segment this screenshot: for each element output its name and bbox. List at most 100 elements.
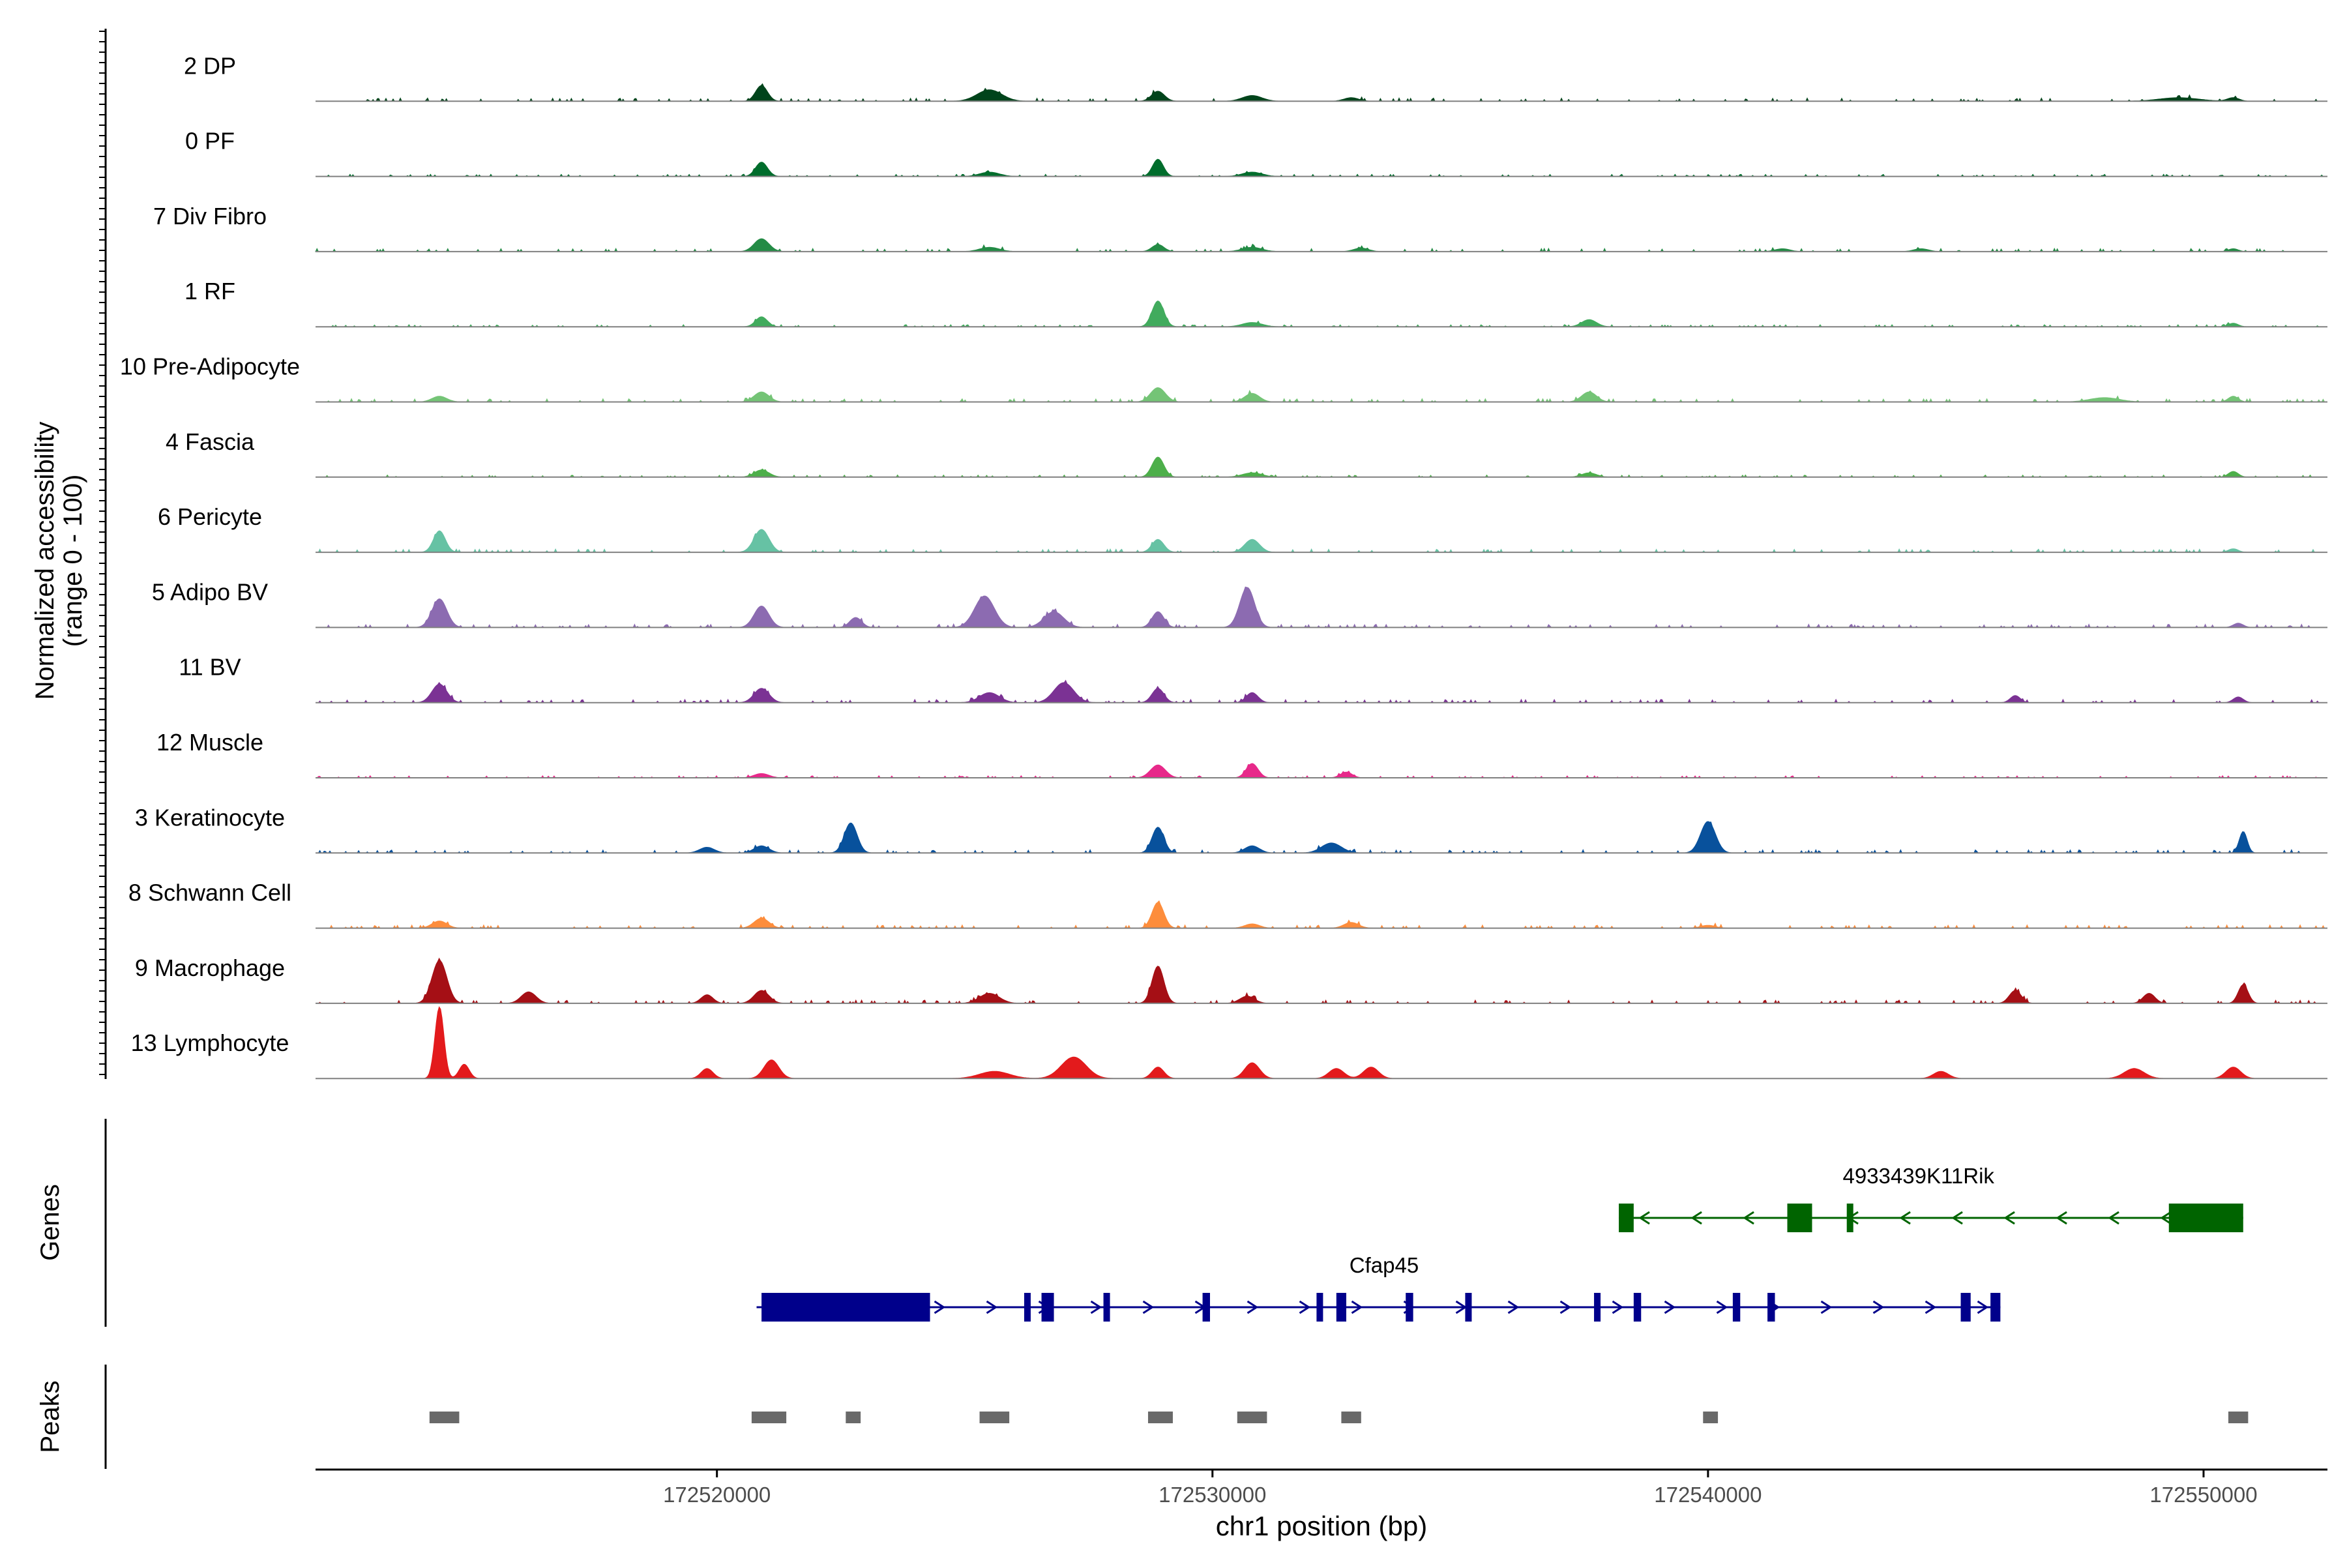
strand-chevron [1247, 1300, 1259, 1314]
exon-block [1041, 1293, 1054, 1322]
track-label: 5 Adipo BV [152, 578, 268, 605]
exon-block [1202, 1293, 1210, 1322]
coverage-track: 13 Lymphocyte [131, 1006, 2327, 1080]
genes-track: 4933439K11Rik Cfap45 [104, 1119, 2243, 1327]
exon-block [1960, 1293, 1971, 1322]
track-label: 13 Lymphocyte [131, 1029, 289, 1056]
coverage-area [316, 679, 2327, 703]
coverage-area [316, 456, 2327, 478]
exon-block [1732, 1293, 1741, 1322]
coverage-area [316, 158, 2327, 177]
x-tick-label: 172540000 [1654, 1483, 1762, 1507]
coverage-track: 3 Keratinocyte [135, 804, 2327, 854]
exon-block [1990, 1293, 2001, 1322]
exon-block [1336, 1293, 1347, 1322]
strand-chevron [1351, 1300, 1363, 1314]
peak-region [1703, 1412, 1719, 1423]
coverage-area [315, 238, 2327, 253]
track-label: 6 Pericyte [158, 503, 262, 530]
coverage-track: 12 Muscle [156, 729, 2327, 778]
coverage-track: 11 BV [179, 654, 2327, 703]
strand-chevron [1299, 1300, 1311, 1314]
coverage-track: 0 PF [185, 128, 2327, 177]
strand-chevron [1951, 1211, 1963, 1225]
track-label: 9 Macrophage [135, 954, 285, 981]
y-axis-label-line1: Normalized accessibility [31, 422, 59, 700]
track-label: 4 Fascia [166, 428, 255, 455]
exon-block [1103, 1293, 1110, 1322]
exon-block [1787, 1204, 1812, 1232]
coverage-track: 7 Div Fibro [153, 203, 2327, 253]
track-label: 8 Schwann Cell [128, 880, 291, 906]
strand-chevron [1716, 1300, 1728, 1314]
strand-chevron [934, 1300, 946, 1314]
strand-chevron [2108, 1211, 2119, 1225]
peak-region [979, 1412, 1010, 1423]
coverage-tracks: 2 DP 0 PF 7 Div Fibro 1 RF 10 Pre-Adipocyte 4… [120, 52, 2327, 1080]
coverage-area [316, 301, 2327, 328]
coverage-track: 8 Schwann Cell [128, 880, 2327, 929]
coverage-track: 9 Macrophage [135, 954, 2327, 1004]
track-label: 2 DP [184, 52, 236, 79]
gene-name-label: Cfap45 [1350, 1253, 1419, 1277]
peak-region [2228, 1412, 2249, 1423]
exon-block [1594, 1293, 1601, 1322]
track-label: 3 Keratinocyte [135, 804, 285, 831]
track-label: 0 PF [185, 128, 235, 155]
exon-block [1316, 1293, 1323, 1322]
strand-chevron [1142, 1300, 1155, 1314]
coverage-track: 2 DP [184, 52, 2327, 102]
y-axis-label-line2: (range 0 - 100) [59, 475, 87, 647]
strand-chevron [1690, 1211, 1702, 1225]
peak-region [429, 1412, 460, 1423]
gene-name-label: 4933439K11Rik [1843, 1164, 1995, 1188]
track-label: 1 RF [185, 278, 235, 304]
strand-chevron [1559, 1300, 1572, 1314]
strand-chevron [1743, 1211, 1754, 1225]
strand-chevron [1612, 1300, 1624, 1314]
x-axis: 172520000 172530000 172540000 172550000 [316, 1468, 2327, 1507]
strand-chevron [1507, 1300, 1520, 1314]
peaks-track [104, 1365, 2249, 1469]
strand-chevron [2003, 1211, 2015, 1225]
exon-block [1619, 1204, 1634, 1232]
peak-region [1237, 1412, 1267, 1423]
peak-region [846, 1412, 861, 1423]
exon-block [1633, 1293, 1642, 1322]
peaks-track-label: Peaks [36, 1380, 65, 1453]
strand-chevron [1664, 1300, 1676, 1314]
peak-region [1147, 1412, 1173, 1423]
strand-chevron [1638, 1211, 1650, 1225]
x-tick-label: 172530000 [1159, 1483, 1266, 1507]
gene-model: Cfap45 [756, 1253, 2001, 1322]
strand-chevron [1925, 1300, 1937, 1314]
coverage-track: 1 RF [185, 278, 2327, 328]
exon-block [1465, 1293, 1472, 1322]
exon-block [761, 1293, 930, 1322]
strand-chevron [2160, 1211, 2172, 1225]
coverage-area [316, 957, 2327, 1004]
track-label: 10 Pre-Adipocyte [120, 353, 300, 380]
coverage-area [316, 763, 2327, 778]
x-axis-label: chr1 position (bp) [1216, 1511, 1428, 1541]
coverage-area [316, 1006, 2327, 1079]
exon-block [2168, 1204, 2243, 1232]
coverage-track: 6 Pericyte [158, 503, 2327, 554]
strand-chevron [1820, 1300, 1833, 1314]
exon-block [1024, 1293, 1031, 1322]
track-label: 11 BV [179, 654, 241, 681]
coverage-track: 4 Fascia [166, 428, 2327, 478]
strand-chevron [1090, 1300, 1102, 1314]
exon-block [1846, 1204, 1853, 1232]
coverage-area [316, 387, 2327, 403]
strand-chevron [986, 1300, 998, 1314]
exon-block [1767, 1293, 1775, 1322]
track-label: 12 Muscle [156, 729, 263, 756]
gene-model: 4933439K11Rik [1619, 1164, 2243, 1232]
strand-chevron [1872, 1300, 1885, 1314]
strand-chevron [1899, 1211, 1911, 1225]
strand-chevron [1977, 1300, 1989, 1314]
coverage-area [316, 83, 2327, 102]
